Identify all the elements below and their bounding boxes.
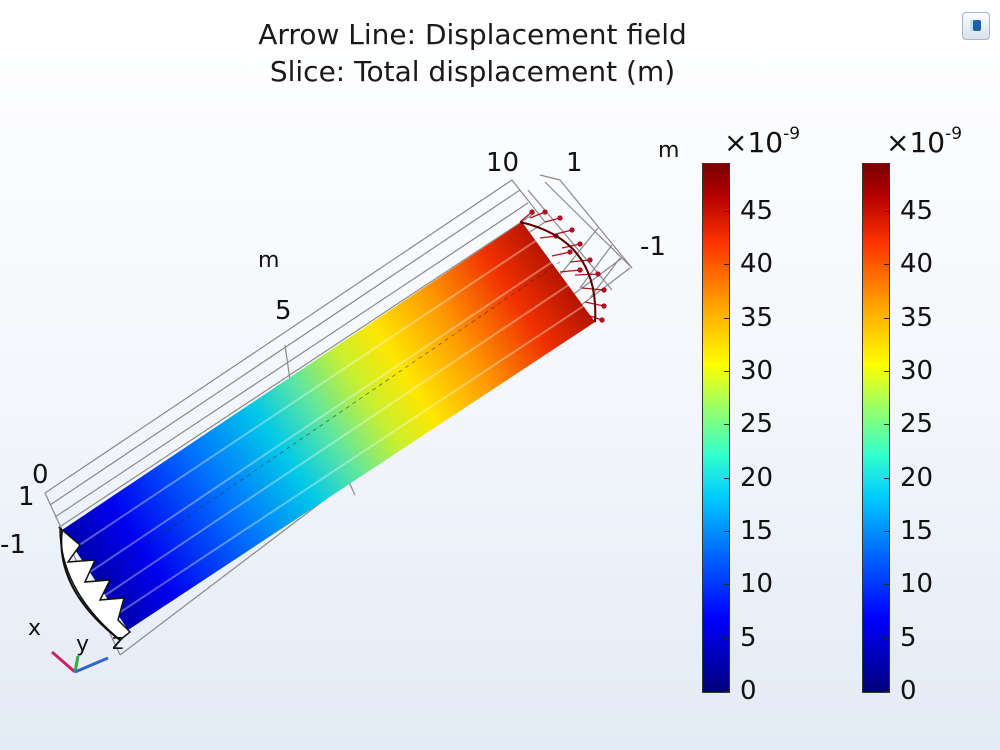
colorbar2-tick-15 — [884, 531, 890, 532]
colorbar2-tick-label-5: 5 — [900, 622, 917, 653]
colorbar2-tick-label-35: 35 — [900, 302, 934, 333]
colorbar1-tick-label-10: 10 — [740, 569, 774, 600]
center-axis-line — [94, 261, 561, 581]
colorbar1-tick-30 — [724, 371, 730, 372]
colorbar1-tick-label-35: 35 — [740, 302, 774, 333]
colorbar2-tick-label-40: 40 — [900, 249, 934, 280]
colorbar2-tick-25 — [884, 424, 890, 426]
colorbar2-tick-35 — [884, 317, 890, 319]
near-end-outline — [60, 529, 121, 641]
colorbar2-tick-30 — [884, 371, 890, 372]
displacement-surface — [62, 222, 595, 630]
colorbar1-tick-10 — [724, 584, 730, 586]
colorbar2-tick-45 — [884, 211, 890, 212]
colorbar2-tick-5 — [884, 637, 890, 639]
displacement-arrows — [519, 209, 607, 323]
colorbar1-tick-label-45: 45 — [740, 196, 774, 226]
colorbar2-tick-label-45: 45 — [900, 196, 934, 226]
colorbar-1 — [702, 163, 730, 693]
colorbar1-tick-label-5: 5 — [740, 622, 757, 653]
colorbar2-tick-label-25: 25 — [900, 409, 934, 440]
left-tick-1: 1 — [18, 482, 35, 512]
colorbar1-tick-5 — [724, 637, 730, 639]
left-tick-neg1: -1 — [0, 530, 26, 560]
colorbar1-tick-label-40: 40 — [740, 249, 774, 280]
colorbar1-tick-label-0: 0 — [740, 676, 757, 706]
colorbar2-tick-10 — [884, 584, 890, 586]
colorbar2-tick-40 — [884, 264, 890, 266]
colorbar1-tick-label-25: 25 — [740, 409, 774, 440]
top-tick-1: 1 — [566, 148, 583, 178]
colorbar1-tick-40 — [724, 264, 730, 266]
y-tick-0: 0 — [32, 460, 49, 490]
colorbar1-tick-0 — [724, 691, 730, 692]
image-export-icon[interactable] — [962, 12, 990, 40]
colorbar1-tick-label-15: 15 — [740, 516, 774, 546]
colorbar2-tick-label-20: 20 — [900, 462, 934, 493]
colorbar-2 — [862, 163, 890, 693]
slice-lines — [74, 237, 586, 616]
colorbar2-tick-0 — [884, 691, 890, 692]
top-tick-neg1: -1 — [640, 232, 666, 262]
colorbar1-tick-label-20: 20 — [740, 462, 774, 493]
colorbar2-tick-label-15: 15 — [900, 516, 934, 546]
colorbar2-multiplier: ×10-9 — [886, 124, 963, 159]
plot-title-line2: Slice: Total displacement (m) — [269, 55, 676, 88]
axis-triad — [51, 650, 109, 674]
triad-z-label: z — [112, 630, 124, 655]
colorbar1-tick-45 — [724, 211, 730, 212]
z-axis-unit-label: m — [658, 138, 680, 163]
y-tick-10: 10 — [486, 148, 520, 178]
colorbar1-tick-25 — [724, 424, 730, 426]
y-axis-unit-label: m — [258, 248, 280, 273]
colorbar1-tick-20 — [724, 477, 730, 479]
far-end-outline — [519, 221, 597, 323]
colorbar1-tick-label-30: 30 — [740, 356, 774, 386]
plot-title-line1: Arrow Line: Displacement field — [258, 18, 687, 51]
y-tick-5: 5 — [275, 296, 292, 326]
colorbar1-tick-35 — [724, 317, 730, 319]
colorbar2-tick-label-30: 30 — [900, 356, 934, 386]
colorbar2-tick-label-10: 10 — [900, 569, 934, 600]
triad-x-label: x — [28, 616, 42, 641]
triad-y-label: y — [76, 632, 90, 657]
colorbar2-tick-20 — [884, 477, 890, 479]
colorbar1-tick-15 — [724, 531, 730, 532]
colorbar1-multiplier: ×10-9 — [724, 124, 801, 159]
plot-title: Arrow Line: Displacement field Slice: To… — [0, 16, 945, 90]
colorbar2-tick-label-0: 0 — [900, 676, 917, 706]
